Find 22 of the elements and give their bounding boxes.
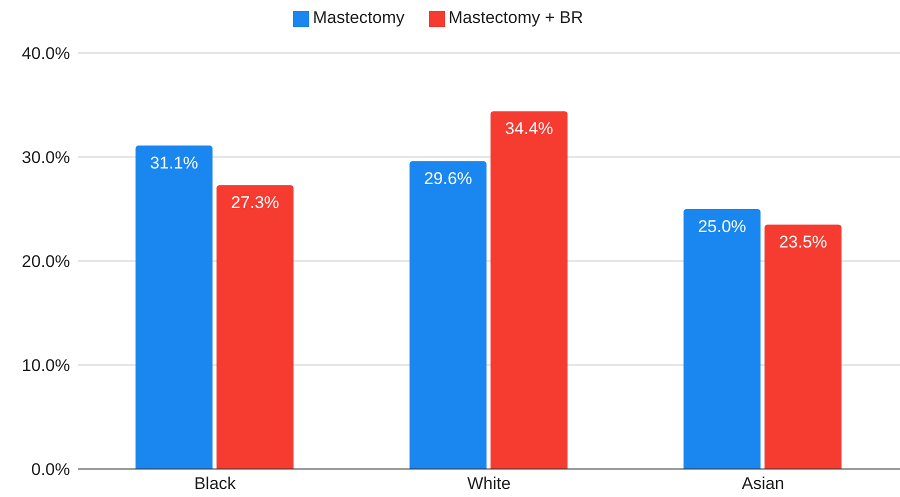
data-label: 29.6% [424, 169, 472, 188]
legend-label: Mastectomy + BR [448, 8, 584, 27]
x-tick-label: Black [194, 474, 236, 494]
bar [410, 161, 487, 469]
y-tick-label: 10.0% [22, 356, 70, 376]
bar [216, 185, 294, 469]
data-label: 23.5% [778, 232, 828, 252]
data-label: 31.1% [150, 154, 198, 173]
bar [490, 111, 568, 469]
y-tick-label: 40.0% [22, 44, 70, 64]
bar [684, 209, 761, 469]
y-tick-label: 30.0% [22, 148, 70, 168]
legend-label: Mastectomy [312, 8, 404, 27]
x-tick-label: Asian [742, 474, 784, 494]
bar [136, 146, 213, 469]
data-label: 27.3% [230, 193, 280, 212]
y-tick-label: 0.0% [31, 460, 70, 480]
y-tick-label: 20.0% [22, 252, 70, 272]
data-label: 25.0% [698, 217, 746, 236]
bar [764, 224, 842, 469]
data-label: 34.4% [504, 119, 554, 138]
x-tick-label: White [467, 474, 511, 494]
